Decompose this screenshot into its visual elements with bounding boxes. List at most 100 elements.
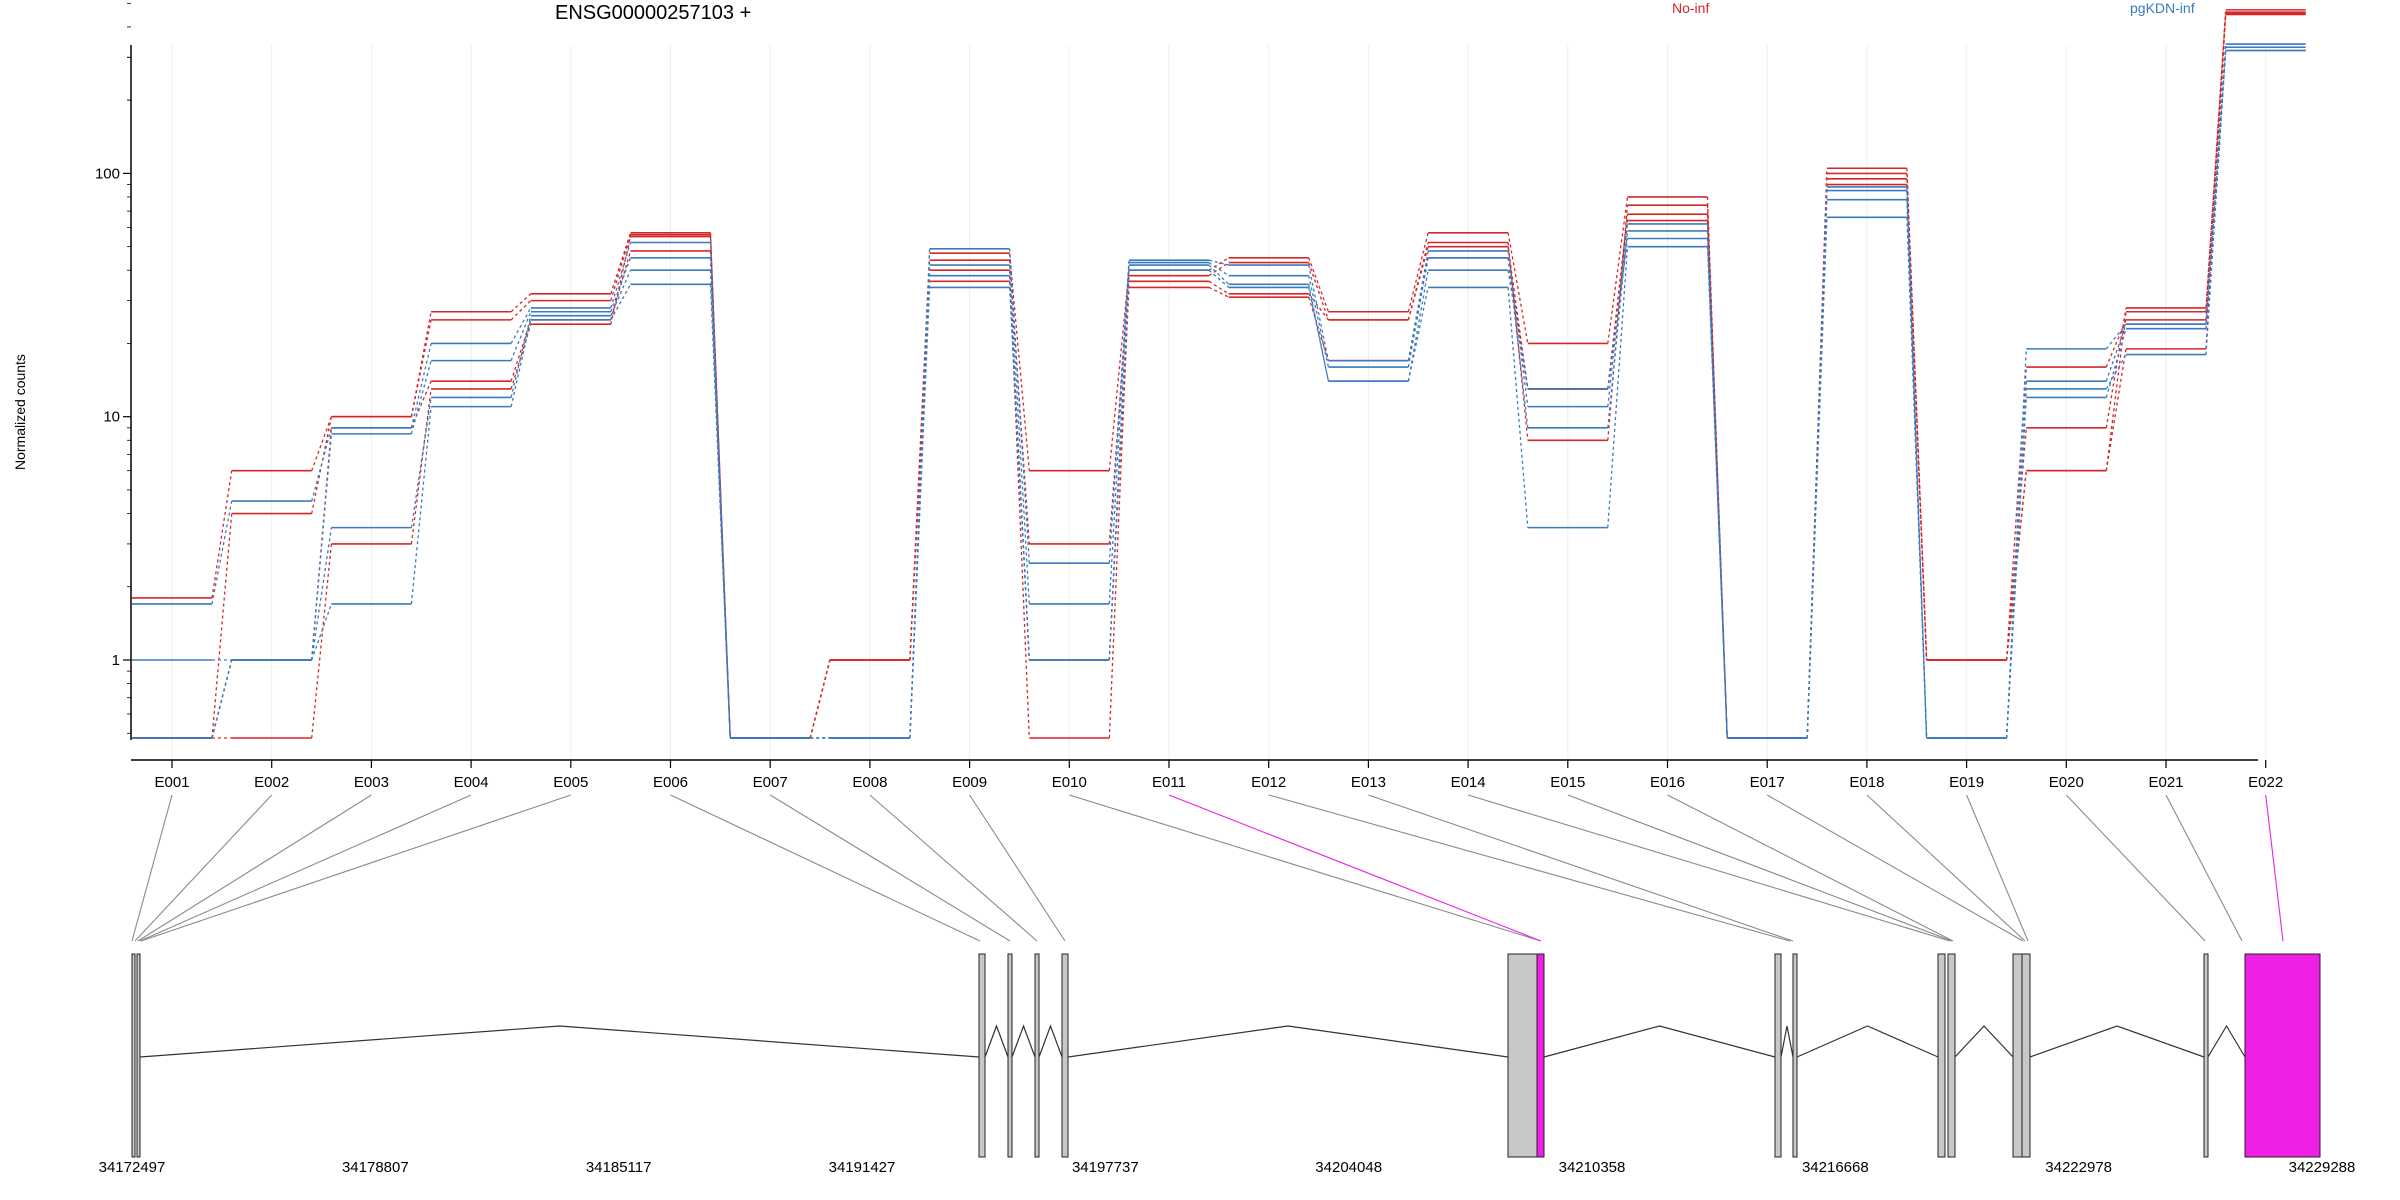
exon-connector	[139, 794, 472, 942]
data-connector	[1208, 286, 1229, 298]
data-connector	[610, 232, 632, 294]
data-connector	[610, 269, 632, 316]
data-connector	[1308, 257, 1330, 312]
x-tick-label: E013	[1351, 774, 1386, 791]
exon-connector	[137, 794, 372, 942]
data-connector	[1407, 287, 1429, 382]
exon-connector	[1567, 794, 1953, 942]
intron-line	[2207, 1024, 2246, 1058]
data-connector	[2105, 323, 2127, 350]
data-connector	[1806, 217, 1828, 739]
data-connector	[709, 242, 731, 739]
data-connector	[809, 659, 831, 739]
data-connector	[1208, 264, 1230, 285]
data-connector	[311, 427, 333, 502]
genomic-tick-label: 34197737	[1072, 1159, 1139, 1176]
data-connector	[1208, 269, 1230, 288]
data-connector	[1507, 250, 1529, 407]
data-connector	[1906, 190, 1928, 739]
exon-box	[978, 953, 986, 1158]
data-connector	[1308, 284, 1330, 382]
data-connector	[211, 513, 233, 739]
data-connector	[1108, 270, 1130, 661]
data-connector	[2105, 311, 2127, 471]
data-connector	[1507, 287, 1529, 528]
series-pgkdn-inf-7	[132, 49, 2306, 739]
data-connector	[1407, 270, 1429, 382]
data-connector	[2105, 307, 2127, 428]
x-tick-label: E017	[1750, 774, 1785, 791]
x-tick-label: E015	[1550, 774, 1585, 791]
x-tick-label: E011	[1152, 774, 1186, 791]
exon-box	[1947, 953, 1956, 1158]
x-tick-label: E004	[454, 774, 489, 791]
exon-box	[1937, 953, 1946, 1158]
data-connector	[709, 284, 731, 739]
exon-box	[131, 953, 136, 1158]
x-tick-label: E022	[2248, 774, 2283, 791]
data-connector	[1607, 196, 1629, 344]
data-connector	[1407, 242, 1429, 321]
x-tick-label: E001	[154, 774, 189, 791]
exon-connector	[140, 794, 571, 942]
x-tick-label: E016	[1650, 774, 1685, 791]
data-connector	[2205, 50, 2227, 355]
genomic-tick-label: 34178807	[342, 1159, 409, 1176]
data-connector	[1407, 257, 1429, 361]
exon-connector	[769, 794, 1011, 942]
exon-box	[1034, 953, 1040, 1158]
genomic-tick-label: 34172497	[99, 1159, 166, 1176]
exon-box	[1507, 953, 1538, 1158]
x-tick-label: E005	[553, 774, 588, 791]
data-connector	[1308, 262, 1330, 321]
series-no-inf-1	[132, 11, 2306, 739]
exon-connector	[2165, 794, 2243, 942]
exon-connector	[2065, 794, 2206, 942]
data-connector	[410, 319, 432, 417]
x-tick-label: E014	[1451, 774, 1486, 791]
data-connector	[2005, 348, 2027, 739]
x-tick-label: E012	[1251, 774, 1286, 791]
data-connector	[1607, 220, 1629, 390]
exon-connector	[1866, 794, 2026, 942]
data-connector	[1008, 287, 1030, 661]
data-connector	[1407, 257, 1429, 368]
data-connector	[1806, 190, 1828, 739]
data-connector	[1308, 275, 1330, 368]
x-tick-label: E008	[852, 774, 887, 791]
data-connector	[2105, 348, 2127, 471]
genomic-tick-label: 34185117	[586, 1159, 652, 1176]
exon-connector	[1467, 794, 1951, 942]
data-connector	[2005, 470, 2027, 661]
genomic-tick-label: 34222978	[2045, 1159, 2112, 1176]
exon-connector	[1966, 794, 2029, 942]
data-connector	[1906, 217, 1928, 739]
exon-connector	[869, 794, 1038, 942]
x-tick-label: E009	[952, 774, 987, 791]
intron-line	[984, 1024, 1009, 1058]
x-tick-label: E019	[1949, 774, 1984, 791]
data-connector	[1308, 287, 1330, 382]
data-connector	[2205, 14, 2227, 349]
y-tick-label: 100	[95, 165, 120, 182]
data-connector	[1407, 232, 1429, 312]
x-tick-label: E002	[254, 774, 289, 791]
chart-title: ENSG00000257103 +	[555, 2, 752, 24]
data-connector	[410, 311, 432, 417]
y-tick-label: 10	[103, 409, 120, 426]
data-connector	[510, 307, 532, 344]
genomic-tick-label: 34210358	[1559, 1159, 1626, 1176]
exon-box	[2203, 953, 2209, 1158]
genomic-tick-label: 34204048	[1315, 1159, 1382, 1176]
series-pgkdn-inf-5	[132, 46, 2306, 739]
y-axis-label: Normalized counts	[12, 354, 28, 470]
data-connector	[311, 527, 333, 661]
data-connector	[2205, 50, 2227, 329]
data-connector	[1008, 265, 1030, 604]
intron-line	[1038, 1024, 1063, 1058]
genomic-tick-label: 34229288	[2289, 1159, 2356, 1176]
legend-pgkdn-inf: pgKDN-inf	[2130, 0, 2195, 16]
exon-box	[1774, 953, 1782, 1158]
data-connector	[1208, 262, 1230, 277]
data-connector	[1108, 260, 1130, 564]
